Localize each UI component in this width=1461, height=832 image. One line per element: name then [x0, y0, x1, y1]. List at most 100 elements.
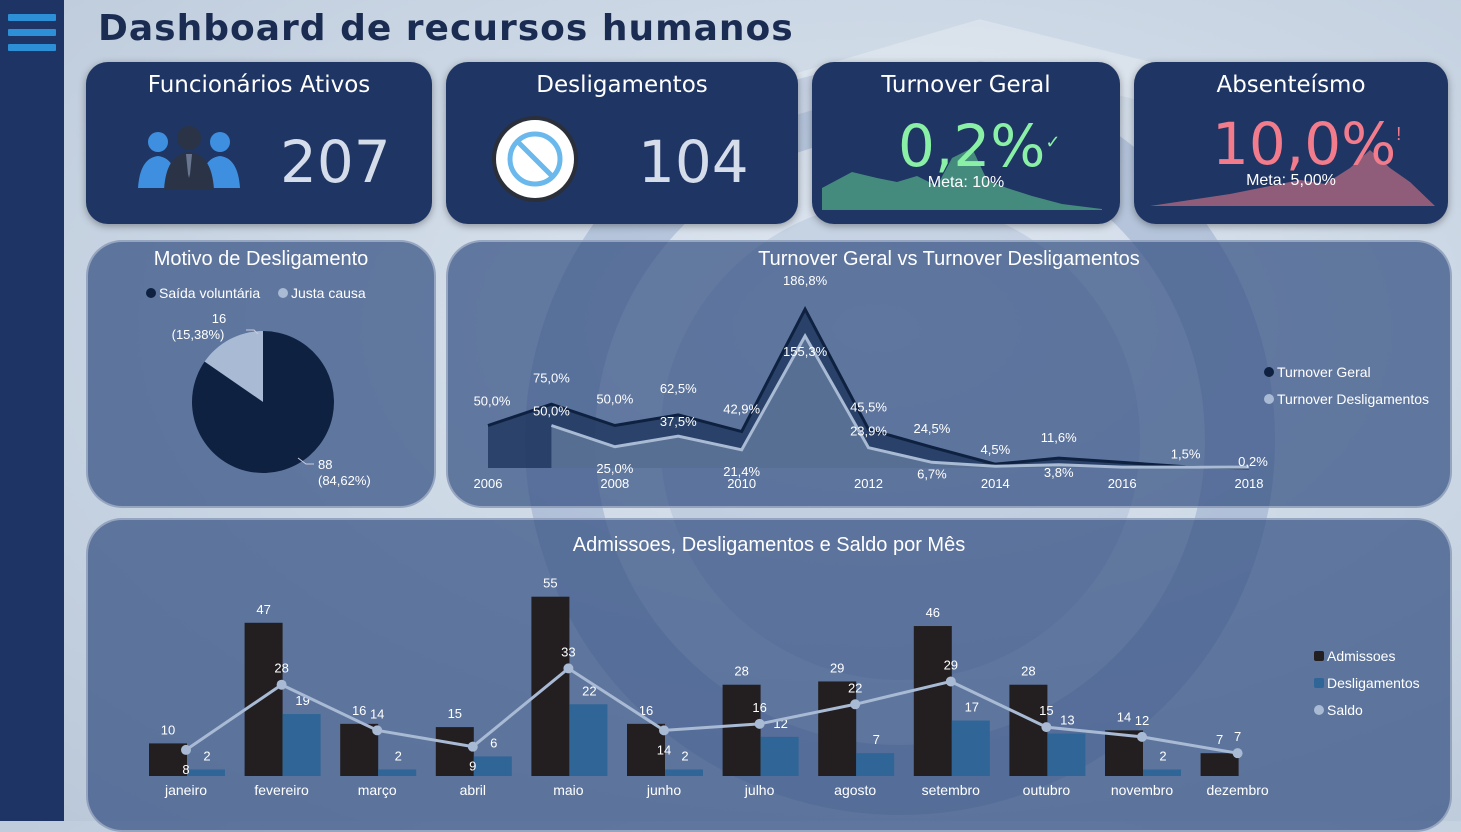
data-label-desligamentos: 22: [582, 683, 596, 698]
bar-admissoes[interactable]: [627, 723, 665, 776]
data-label-desligamentos: 7: [873, 732, 880, 747]
bar-desligamentos[interactable]: [760, 736, 799, 776]
bar-admissoes[interactable]: [531, 596, 570, 776]
bar-desligamentos[interactable]: [1143, 769, 1181, 776]
data-label-saldo: 14: [657, 742, 671, 757]
bar-admissoes[interactable]: [913, 626, 952, 776]
bar-desligamentos[interactable]: [856, 753, 895, 776]
kpi-card-turnover-geral: Turnover Geral 0,2%✓ Meta: 10%: [812, 62, 1120, 224]
data-label-admissoes: 28: [1021, 664, 1035, 679]
bar-admissoes[interactable]: [244, 622, 283, 776]
bar-admissoes[interactable]: [149, 743, 187, 776]
data-label-desligamentos: 17: [965, 700, 979, 715]
bar-desligamentos[interactable]: [187, 769, 225, 776]
x-tick-label: 2014: [981, 476, 1010, 491]
data-label-admissoes: 14: [1117, 709, 1131, 724]
bar-admissoes[interactable]: [1105, 730, 1143, 776]
point-saldo[interactable]: [850, 699, 861, 710]
point-saldo[interactable]: [563, 663, 574, 674]
area-turnover-desligamentos: [551, 335, 1249, 468]
data-label-turnover-geral: 45,5%: [850, 399, 887, 414]
bar-desligamentos[interactable]: [665, 769, 703, 776]
bar-admissoes[interactable]: [340, 723, 379, 776]
data-label-saldo: 22: [848, 680, 862, 695]
legend-saldo[interactable]: Saldo: [1314, 702, 1363, 718]
bar-desligamentos[interactable]: [1047, 733, 1086, 776]
point-saldo[interactable]: [1041, 722, 1052, 733]
bar-admissoes[interactable]: [1200, 753, 1239, 776]
point-saldo[interactable]: [276, 679, 287, 690]
data-label-turnover-desligamentos: 6,7%: [917, 466, 947, 481]
legend-justa-causa[interactable]: Justa causa: [278, 285, 366, 301]
x-category-label: julho: [744, 782, 775, 798]
bar-admissoes[interactable]: [1009, 684, 1048, 776]
kpi-value: 10,0%: [1212, 110, 1397, 178]
point-saldo[interactable]: [659, 725, 669, 736]
data-label-desligamentos: 2: [681, 748, 688, 763]
legend-admissoes[interactable]: Admissoes: [1314, 648, 1395, 664]
x-category-label: setembro: [922, 782, 981, 798]
pie-label-voluntaria-count: 88: [318, 457, 332, 472]
line-turnover-geral[interactable]: [487, 305, 1250, 470]
data-label-admissoes: 46: [926, 605, 940, 620]
data-label-turnover-geral: 4,5%: [981, 442, 1011, 457]
point-saldo[interactable]: [181, 744, 191, 755]
alert-icon: !: [1396, 124, 1402, 144]
point-saldo[interactable]: [754, 718, 765, 729]
check-icon: ✓: [1045, 132, 1061, 152]
menu-icon[interactable]: [8, 14, 56, 58]
absenteismo-sparkline: [1150, 150, 1435, 206]
bar-desligamentos[interactable]: [569, 704, 608, 776]
data-label-turnover-geral: 50,0%: [596, 392, 633, 407]
x-tick-label: 2010: [727, 476, 756, 491]
data-label-desligamentos: 2: [1159, 748, 1166, 763]
data-label-turnover-desligamentos: 3,8%: [1044, 465, 1074, 480]
bar-desligamentos[interactable]: [282, 714, 321, 776]
point-saldo[interactable]: [1137, 731, 1147, 742]
kpi-value: 0,2%: [898, 112, 1046, 180]
kpi-card-absenteismo: Absenteísmo 10,0%! Meta: 5,00%: [1134, 62, 1448, 224]
data-label-turnover-geral: 62,5%: [660, 381, 697, 396]
legend-saida-voluntaria[interactable]: Saída voluntária: [146, 285, 260, 301]
data-label-turnover-geral: 186,8%: [783, 273, 828, 288]
point-saldo[interactable]: [467, 741, 478, 752]
pie-slice-saida-voluntaria[interactable]: [192, 331, 335, 473]
pie-chart[interactable]: 16 (15,38%) 88 (84,62%): [88, 242, 434, 506]
kpi-title: Funcionários Ativos: [147, 72, 371, 98]
kpi-card-desligamentos: Desligamentos 104: [446, 62, 798, 224]
pie-slice-justa-causa[interactable]: [204, 331, 263, 402]
data-label-turnover-geral: 11,6%: [1041, 430, 1077, 445]
bar-admissoes[interactable]: [818, 681, 857, 776]
chart-title: Turnover Geral vs Turnover Desligamentos: [758, 248, 1140, 270]
line-saldo[interactable]: [185, 666, 1238, 755]
data-label-saldo: 7: [1234, 729, 1241, 744]
line-turnover-desligamentos[interactable]: [550, 332, 1249, 469]
turnover-line-chart[interactable]: 50,0% 75,0% 50,0% 62,5% 42,9% 186,8% 45,5% 24,5…: [448, 242, 1448, 504]
legend-desligamentos[interactable]: Desligamentos: [1314, 675, 1420, 691]
pie-label-voluntaria-pct: (84,62%): [318, 473, 371, 488]
point-saldo[interactable]: [1232, 748, 1243, 759]
data-label-admissoes: 10: [161, 722, 175, 737]
data-label-admissoes: 16: [352, 703, 366, 718]
bar-admissoes[interactable]: [435, 727, 474, 776]
data-label-turnover-desligamentos: 155,3%: [783, 344, 828, 359]
bar-desligamentos[interactable]: [951, 720, 990, 776]
monthly-bar-chart[interactable]: 102janeiro4719fevereiro162março156abril5…: [88, 520, 1448, 820]
point-saldo[interactable]: [372, 725, 383, 736]
data-label-desligamentos: 6: [490, 735, 497, 750]
bar-desligamentos[interactable]: [378, 769, 417, 776]
data-label-saldo: 29: [944, 657, 958, 672]
legend-turnover-geral[interactable]: Turnover Geral: [1264, 364, 1371, 380]
x-tick-label: 2008: [600, 476, 629, 491]
x-category-label: dezembro: [1206, 782, 1268, 798]
data-label-admissoes: 16: [639, 703, 653, 718]
panel-turnover: Turnover Geral vs Turnover Desligamentos…: [446, 240, 1452, 508]
data-label-turnover-geral: 42,9%: [723, 402, 760, 417]
point-saldo[interactable]: [945, 676, 956, 687]
kpi-value-turnover: 0,2%✓: [898, 112, 1060, 180]
legend-turnover-desligamentos[interactable]: Turnover Desligamentos: [1264, 391, 1429, 407]
x-category-label: novembro: [1111, 782, 1173, 798]
data-label-turnover-geral: 50,0%: [474, 394, 511, 409]
bar-admissoes[interactable]: [722, 684, 761, 776]
bar-desligamentos[interactable]: [473, 756, 512, 776]
